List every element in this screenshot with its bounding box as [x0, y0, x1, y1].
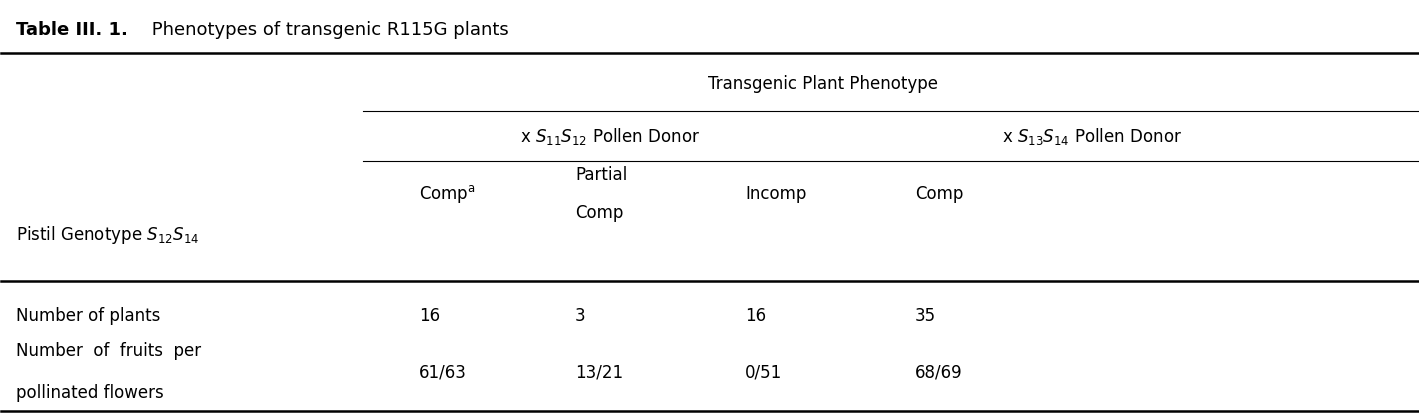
Text: Transgenic Plant Phenotype: Transgenic Plant Phenotype: [708, 75, 938, 93]
Text: Comp$^{\mathrm{a}}$: Comp$^{\mathrm{a}}$: [419, 183, 475, 205]
Text: Comp: Comp: [575, 203, 623, 222]
Text: 16: 16: [745, 307, 766, 325]
Text: 16: 16: [419, 307, 440, 325]
Text: 3: 3: [575, 307, 586, 325]
Text: 61/63: 61/63: [419, 363, 467, 381]
Text: Incomp: Incomp: [745, 185, 806, 203]
Text: Comp: Comp: [915, 185, 964, 203]
Text: 13/21: 13/21: [575, 363, 623, 381]
Text: 68/69: 68/69: [915, 363, 962, 381]
Text: x $\mathit{S}_{11}\mathit{S}_{12}$ Pollen Donor: x $\mathit{S}_{11}\mathit{S}_{12}$ Polle…: [521, 126, 701, 146]
Text: Table III. 1.: Table III. 1.: [16, 21, 128, 39]
Text: Number  of  fruits  per: Number of fruits per: [16, 342, 200, 360]
Text: 0/51: 0/51: [745, 363, 782, 381]
Text: pollinated flowers: pollinated flowers: [16, 384, 163, 402]
Text: Pistil Genotype $\mathit{S}_{12}\mathit{S}_{14}$: Pistil Genotype $\mathit{S}_{12}\mathit{…: [16, 224, 199, 246]
Text: Partial: Partial: [575, 166, 627, 184]
Text: 35: 35: [915, 307, 937, 325]
Text: Number of plants: Number of plants: [16, 307, 160, 325]
Text: Phenotypes of transgenic R115G plants: Phenotypes of transgenic R115G plants: [146, 21, 508, 39]
Text: x $\mathit{S}_{13}\mathit{S}_{14}$ Pollen Donor: x $\mathit{S}_{13}\mathit{S}_{14}$ Polle…: [1002, 126, 1182, 146]
